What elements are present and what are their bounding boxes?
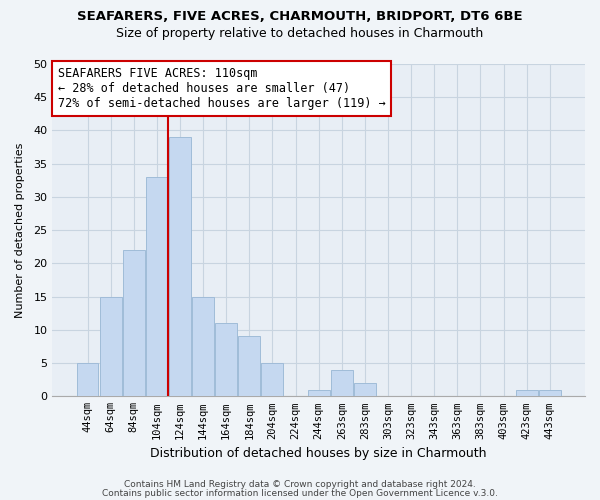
Text: Size of property relative to detached houses in Charmouth: Size of property relative to detached ho… — [116, 28, 484, 40]
Bar — [77, 363, 98, 396]
Bar — [331, 370, 353, 396]
Bar — [169, 137, 191, 396]
Bar — [215, 323, 237, 396]
Bar — [516, 390, 538, 396]
Bar — [123, 250, 145, 396]
Bar — [354, 383, 376, 396]
X-axis label: Distribution of detached houses by size in Charmouth: Distribution of detached houses by size … — [151, 447, 487, 460]
Bar — [539, 390, 561, 396]
Bar — [100, 296, 122, 396]
Bar — [192, 296, 214, 396]
Y-axis label: Number of detached properties: Number of detached properties — [15, 142, 25, 318]
Bar — [262, 363, 283, 396]
Bar — [146, 177, 168, 396]
Text: Contains HM Land Registry data © Crown copyright and database right 2024.: Contains HM Land Registry data © Crown c… — [124, 480, 476, 489]
Text: Contains public sector information licensed under the Open Government Licence v.: Contains public sector information licen… — [102, 488, 498, 498]
Text: SEAFARERS FIVE ACRES: 110sqm
← 28% of detached houses are smaller (47)
72% of se: SEAFARERS FIVE ACRES: 110sqm ← 28% of de… — [58, 68, 385, 110]
Bar — [238, 336, 260, 396]
Text: SEAFARERS, FIVE ACRES, CHARMOUTH, BRIDPORT, DT6 6BE: SEAFARERS, FIVE ACRES, CHARMOUTH, BRIDPO… — [77, 10, 523, 23]
Bar — [308, 390, 329, 396]
